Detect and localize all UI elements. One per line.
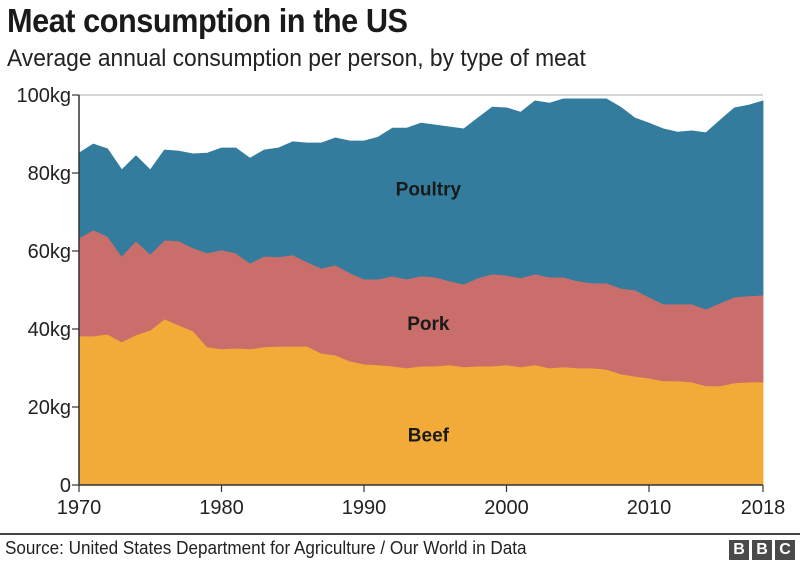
series-label-beef: Beef xyxy=(408,426,450,447)
chart-title: Meat consumption in the US xyxy=(7,2,408,39)
source-note: Source: United States Department for Agr… xyxy=(5,538,527,558)
x-tick-label: 1980 xyxy=(199,497,244,519)
y-tick-label: 0 xyxy=(60,475,71,497)
y-tick-label: 100kg xyxy=(17,85,72,107)
x-tick-label: 2010 xyxy=(627,497,672,519)
stacked-area-chart: 0 20kg 40kg 60kg 80kg 100kg 1970 1980 1990 2000 20… xyxy=(17,85,786,519)
x-tick-label: 1970 xyxy=(57,497,102,519)
series-label-pork: Pork xyxy=(407,314,450,335)
area-layer xyxy=(78,98,764,486)
bbc-logo-letter: C xyxy=(775,540,795,560)
y-tick-label: 60kg xyxy=(28,241,71,263)
y-tick-label: 20kg xyxy=(28,397,71,419)
x-tick-label: 1990 xyxy=(342,497,387,519)
x-tick-label: 2000 xyxy=(484,497,529,519)
footer-divider xyxy=(0,533,800,535)
series-label-poultry: Poultry xyxy=(396,180,462,201)
axes: 0 20kg 40kg 60kg 80kg 100kg 1970 1980 1990 2000 20… xyxy=(17,85,786,519)
y-tick-label: 80kg xyxy=(28,163,71,185)
bbc-logo-letter: B xyxy=(729,540,749,560)
x-tick-label: 2018 xyxy=(741,497,786,519)
bbc-logo: B B C xyxy=(729,540,795,560)
y-tick-label: 40kg xyxy=(28,319,71,341)
series-labels: Beef Pork Poultry xyxy=(396,180,462,447)
chart-subtitle: Average annual consumption per person, b… xyxy=(7,45,586,72)
bbc-logo-letter: B xyxy=(752,540,772,560)
area-poultry xyxy=(78,98,764,310)
